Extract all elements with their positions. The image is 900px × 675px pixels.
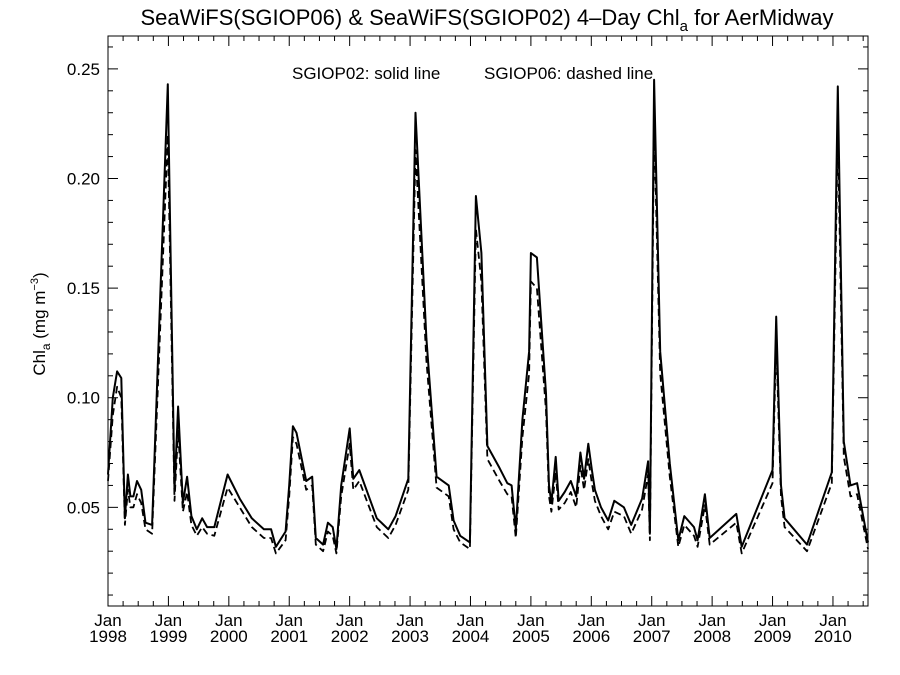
x-tick-label-year: 2004 (452, 627, 490, 646)
chart-title-main: SeaWiFS(SGIOP06) & SeaWiFS(SGIOP02) 4–Da… (140, 5, 679, 30)
legend-dashed-line: SGIOP06: dashed line (484, 64, 653, 83)
y-axis-label-superscript: −3 (29, 278, 41, 291)
plot-frame (107, 35, 869, 607)
x-tick-label-year: 2000 (210, 627, 248, 646)
x-tick-label-year: 2009 (754, 627, 792, 646)
x-tick-label-month: Jan (517, 611, 544, 630)
x-tick-label-year: 2002 (331, 627, 369, 646)
x-tick-label-month: Jan (336, 611, 363, 630)
x-tick-label-month: Jan (276, 611, 303, 630)
x-tick-label-year: 2006 (572, 627, 610, 646)
x-tick-label-year: 2003 (391, 627, 429, 646)
x-tick-label-month: Jan (698, 611, 725, 630)
x-tick-label-year: 1999 (149, 627, 187, 646)
y-axis-label-close: ) (30, 272, 49, 278)
x-tick-label-month: Jan (215, 611, 242, 630)
y-axis-label-subscript: a (39, 343, 53, 350)
x-tick-label-month: Jan (155, 611, 182, 630)
x-tick-label-year: 2007 (633, 627, 671, 646)
x-tick-label-year: 2008 (693, 627, 731, 646)
y-axis-label-unit: (mg m (30, 291, 49, 344)
y-tick-label: 0.10 (67, 389, 100, 408)
x-tick-label-month: Jan (759, 611, 786, 630)
x-tick-label-month: Jan (578, 611, 605, 630)
y-tick-label: 0.05 (67, 498, 100, 517)
chart-title-suffix: for AerMidway (688, 5, 834, 30)
chart-title-subscript: a (680, 18, 689, 35)
x-tick-label-month: Jan (457, 611, 484, 630)
y-axis-ticks: 0.05 0.10 0.15 0.20 0.25 (67, 46, 868, 596)
y-tick-label: 0.20 (67, 170, 100, 189)
x-tick-label-year: 2001 (270, 627, 308, 646)
x-tick-label-year: 2010 (814, 627, 852, 646)
x-tick-label-month: Jan (819, 611, 846, 630)
series-line-sgiop06 (107, 122, 869, 555)
x-axis-ticks: Jan1998Jan1999Jan2000Jan2001Jan2002Jan20… (89, 36, 864, 646)
y-axis-label-main: Chl (30, 350, 49, 376)
y-axis-label: Chla (mg m−3) (29, 272, 53, 375)
x-tick-label-month: Jan (638, 611, 665, 630)
series-group (107, 78, 869, 555)
y-tick-label: 0.15 (67, 279, 100, 298)
y-tick-label: 0.25 (67, 60, 100, 79)
chart-title: SeaWiFS(SGIOP06) & SeaWiFS(SGIOP02) 4–Da… (140, 5, 833, 35)
x-tick-label-month: Jan (396, 611, 423, 630)
x-tick-label-year: 2005 (512, 627, 550, 646)
x-tick-label-year: 1998 (89, 627, 127, 646)
legend-solid-line: SGIOP02: solid line (292, 64, 440, 83)
x-tick-label-month: Jan (94, 611, 121, 630)
